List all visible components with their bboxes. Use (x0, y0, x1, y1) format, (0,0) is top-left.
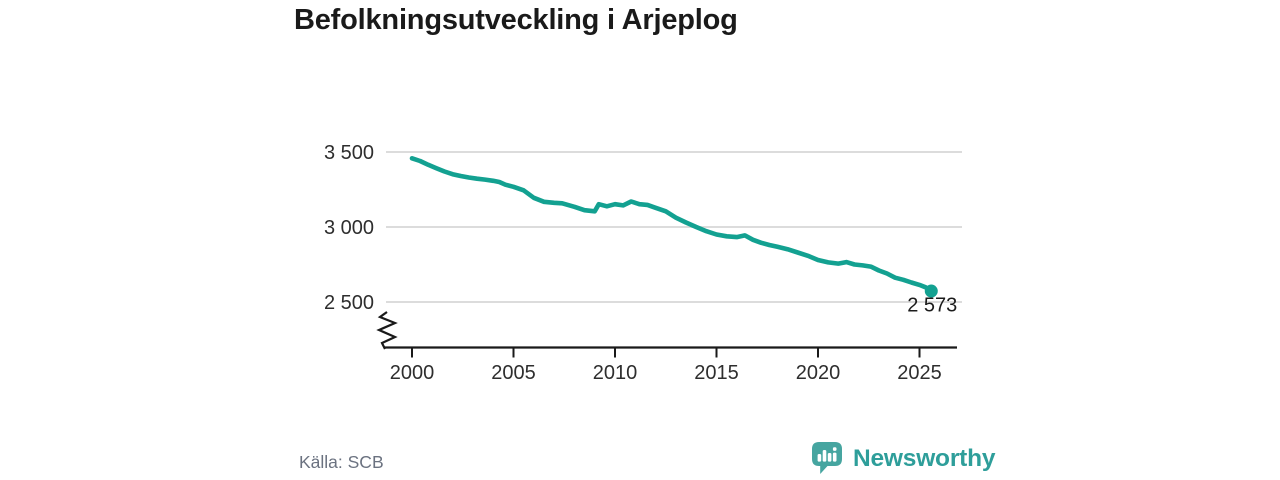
newsworthy-logo-icon (812, 442, 842, 474)
chart-title: Befolkningsutveckling i Arjeplog (294, 4, 738, 36)
x-axis (384, 346, 957, 358)
x-tick-label: 2015 (694, 362, 739, 384)
x-tick-label: 2005 (491, 362, 536, 384)
x-axis-tick-labels: 2000 2005 2010 2015 2020 2025 (390, 362, 942, 384)
newsworthy-logo[interactable]: Newsworthy (810, 440, 996, 477)
latest-value-label: 2 573 (907, 295, 957, 317)
y-axis-tick-labels: 3 500 3 000 2 500 (324, 142, 374, 314)
latest-point-marker (924, 284, 938, 298)
gridlines (386, 151, 962, 303)
x-tick-label: 2000 (390, 362, 435, 384)
population-series-line (409, 156, 934, 294)
y-tick-label: 2 500 (324, 292, 374, 314)
x-tick-label: 2020 (796, 362, 841, 384)
y-axis-break-icon (376, 311, 398, 350)
x-tick-label: 2010 (593, 362, 638, 384)
y-tick-label: 3 000 (324, 217, 374, 239)
y-tick-label: 3 500 (324, 142, 374, 164)
x-tick-label: 2025 (897, 362, 942, 384)
population-line-chart: 3 500 3 000 2 500 2000 2005 2010 2015 2020 2025… (324, 142, 962, 384)
source-note: Källa: SCB (299, 452, 384, 472)
population-series: 2 573 (409, 156, 957, 317)
newsworthy-logo-text: Newsworthy (853, 444, 996, 472)
axis-break-squiggle (376, 311, 398, 350)
